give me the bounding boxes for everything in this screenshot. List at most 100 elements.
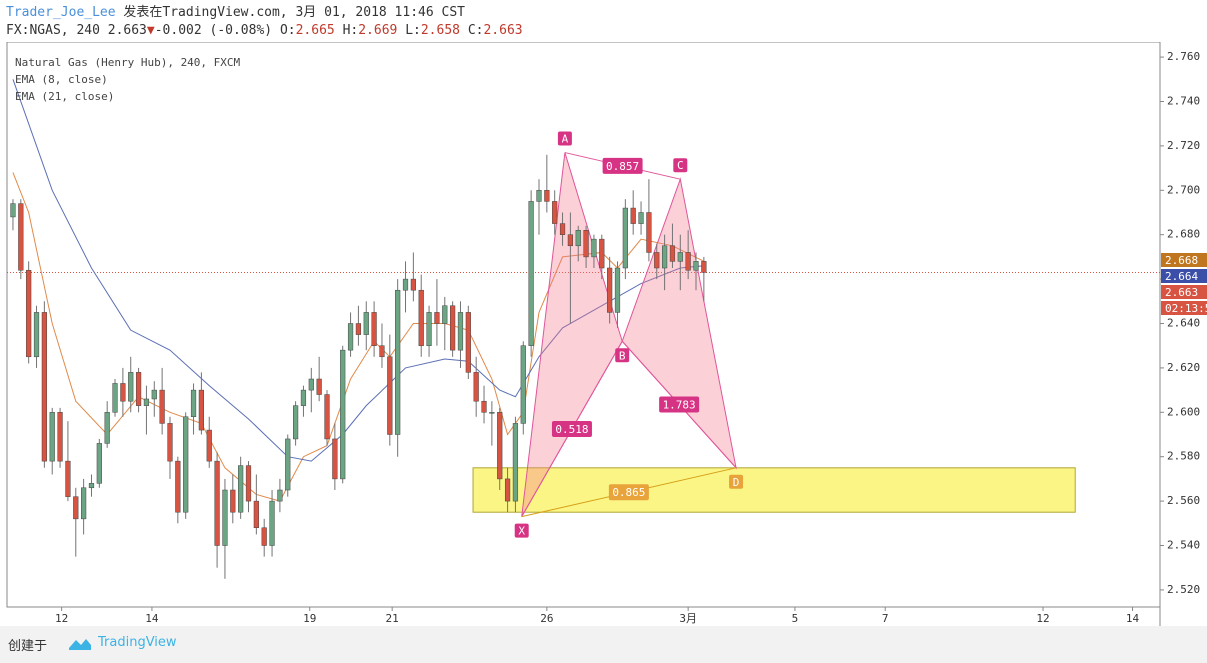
candle-body [324, 394, 330, 440]
candle-body [559, 223, 566, 235]
candle-body [630, 207, 636, 224]
value: 2.658 [420, 23, 460, 38]
point-box [615, 348, 630, 363]
candle-body [442, 305, 448, 324]
y-tick-label: 2.520 [1167, 583, 1200, 596]
candle-body [669, 245, 676, 262]
candle-body [607, 267, 613, 313]
price-badge-text: 2.663 [1165, 286, 1198, 299]
point-box [514, 523, 529, 538]
candle-body [151, 389, 157, 400]
label: O: [279, 23, 296, 38]
brand[interactable]: TradingView [98, 635, 177, 650]
candle-body [206, 429, 212, 462]
candle-body [269, 500, 275, 546]
value: 2.669 [358, 23, 398, 38]
logo[interactable] [68, 636, 92, 652]
candle-body [379, 345, 385, 358]
candle-body [457, 312, 464, 351]
candle-body [18, 203, 24, 271]
candle-body [183, 416, 189, 513]
candle-body [701, 261, 707, 273]
candle-body [410, 278, 416, 291]
candle-body [693, 261, 699, 271]
candle-body [426, 312, 432, 346]
candle-body [175, 460, 181, 513]
candle-body [677, 252, 683, 262]
candle-body [583, 230, 589, 258]
candle-body [512, 423, 519, 502]
point-label: B [619, 349, 626, 362]
ratio-label: 0.518 [555, 423, 588, 436]
x-tick-label: 21 [386, 612, 399, 625]
candle-body [57, 412, 63, 462]
chart: 2.5202.5402.5602.5802.6002.6202.6402.660… [6, 42, 1207, 626]
candle-body [528, 201, 534, 346]
point-label: A [562, 133, 569, 146]
candle-body [300, 389, 307, 406]
header: Trader_Joe_Lee 发表在TradingView.com, 3月 01… [6, 4, 523, 40]
point-box [673, 158, 688, 173]
price-badge [1161, 253, 1207, 267]
candle-body [49, 412, 55, 462]
value: 2.663 [483, 23, 523, 38]
candle-body [638, 212, 644, 224]
price-badge [1161, 269, 1207, 283]
candle-body [245, 465, 252, 502]
candle-body [41, 312, 47, 462]
candle-body [552, 201, 558, 224]
legend-entry: EMA (8, close) [15, 73, 108, 86]
x-tick-label: 5 [792, 612, 799, 625]
created: 创建于 [8, 639, 48, 654]
candle-body [253, 500, 259, 528]
ratio-label: 1.783 [663, 399, 696, 412]
candle-body [308, 378, 314, 391]
point-box [729, 474, 744, 489]
candle-body [340, 349, 346, 480]
candle-body [473, 372, 479, 402]
label: C: [467, 23, 484, 38]
candle-body [112, 383, 118, 413]
change: -0.002 (-0.08%) [154, 23, 273, 38]
candle-body [104, 412, 110, 444]
x-tick-label: 19 [303, 612, 316, 625]
y-tick-label: 2.720 [1167, 139, 1200, 152]
candle-body [614, 267, 621, 313]
y-tick-label: 2.560 [1167, 494, 1200, 507]
price-badge-text: 02:13:5 [1165, 302, 1207, 315]
candle-body [685, 252, 691, 271]
author[interactable]: Trader_Joe_Lee [6, 5, 116, 20]
ratio-box [602, 157, 643, 174]
x-tick-label: 12 [1036, 612, 1049, 625]
candle-body [128, 372, 134, 402]
candle-body [33, 312, 40, 358]
candle-body [450, 305, 456, 351]
price-badge-text: 2.664 [1165, 270, 1198, 283]
point-label: D [733, 476, 740, 489]
candle-body [520, 345, 526, 424]
x-tick-label: 26 [540, 612, 553, 625]
candle-body [544, 190, 550, 202]
candle-body [96, 443, 102, 484]
candle-body [120, 383, 126, 402]
candle-body [481, 400, 487, 413]
ratio-label: 0.857 [606, 160, 639, 173]
candle-body [88, 483, 95, 489]
candle-body [347, 323, 354, 351]
candle-body [395, 289, 401, 435]
target-zone [472, 467, 1076, 513]
candle-body [387, 356, 393, 435]
candle-body [135, 372, 142, 406]
candle-body [434, 312, 440, 324]
y-tick-label: 2.540 [1167, 539, 1200, 552]
y-tick-label: 2.640 [1167, 317, 1200, 330]
candle-body [167, 423, 173, 462]
candle-body [159, 389, 165, 424]
x-tick-label: 12 [55, 612, 68, 625]
candle-body [73, 496, 79, 520]
candle-body [371, 312, 377, 346]
point-label: X [518, 525, 525, 538]
y-tick-label: 2.740 [1167, 94, 1200, 107]
ratio-box [659, 396, 700, 413]
